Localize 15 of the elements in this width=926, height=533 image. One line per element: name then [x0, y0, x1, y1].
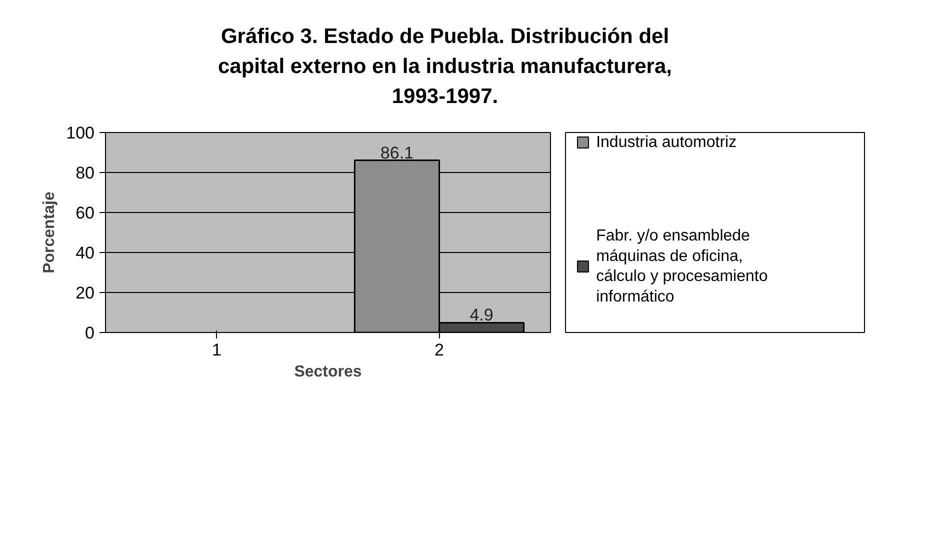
x-axis-title: Sectores — [294, 364, 362, 380]
legend-label: Industria automotriz — [596, 134, 737, 151]
data-label: 4.9 — [470, 306, 494, 325]
y-axis-title: Porcentaje — [41, 191, 58, 274]
x-tick-label: 2 — [434, 340, 444, 360]
legend-label: Fabr. y/o ensamblede máquinas de oficina, cálculo y procesamiento informático — [596, 227, 768, 306]
y-tick-label: 100 — [66, 124, 95, 142]
data-label: 86.1 — [380, 143, 414, 162]
y-tick-label: 80 — [76, 164, 95, 182]
y-tick-label: 0 — [85, 324, 95, 342]
y-tick-label: 20 — [76, 284, 95, 302]
x-tick-label: 1 — [212, 340, 222, 360]
y-tick-label: 60 — [76, 204, 95, 222]
y-tick-label: 40 — [76, 244, 95, 262]
chart-title: Gráfico 3. Estado de Puebla. Distribución del capital externo en la industria manufacturera, 1993-1997. — [218, 24, 672, 110]
